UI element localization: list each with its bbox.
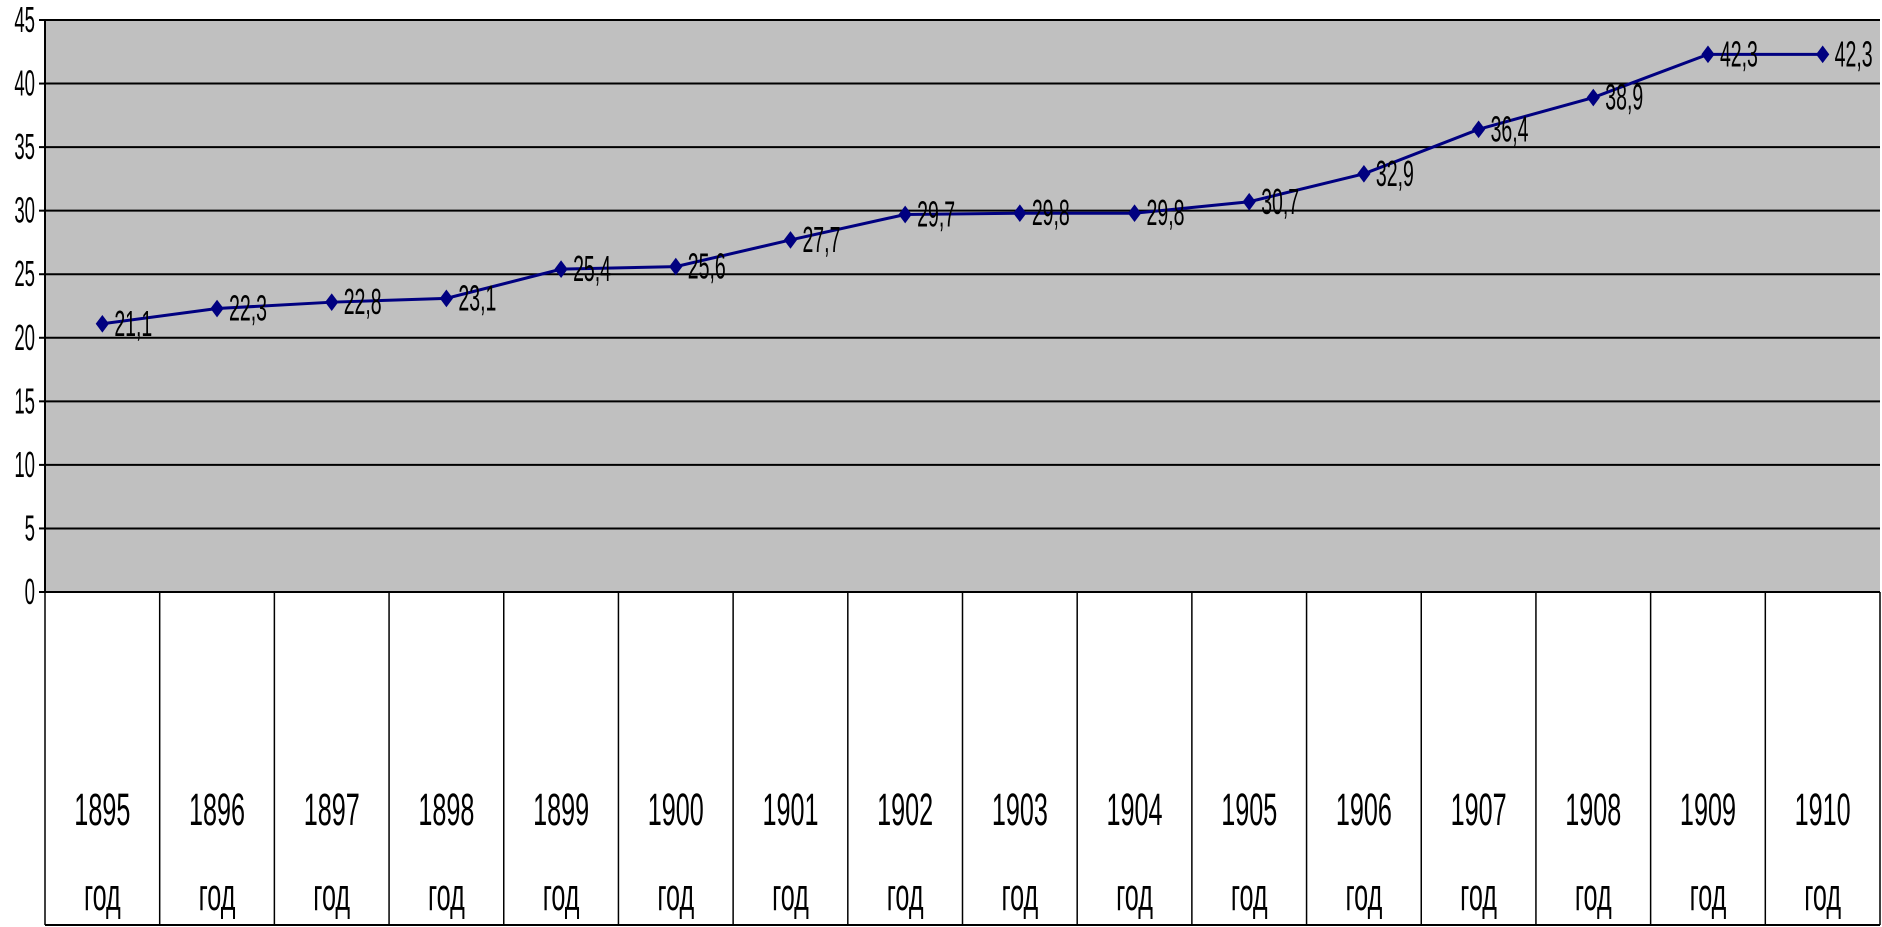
data-point-marker: [95, 314, 109, 333]
category-unit-label: год: [1804, 869, 1841, 920]
data-point-marker: [1127, 204, 1142, 223]
y-tick-label: 30: [14, 191, 35, 231]
data-point-marker: [783, 231, 798, 249]
category-unit-label: год: [1116, 869, 1153, 920]
data-label: 42,3: [1720, 35, 1758, 75]
category-unit-label: год: [1575, 869, 1612, 920]
data-point-marker: [1357, 164, 1371, 183]
y-tick-label: 10: [14, 445, 35, 485]
data-label: 29,7: [917, 195, 955, 235]
data-label: 30,7: [1261, 183, 1299, 223]
series-line: [102, 52, 1823, 326]
data-label: 25,6: [688, 248, 726, 288]
data-label: 23,1: [458, 279, 496, 319]
data-point-marker: [669, 257, 683, 276]
category-unit-label: год: [1231, 869, 1268, 920]
category-year-label: 1907: [1451, 784, 1507, 835]
y-tick-label: 25: [14, 255, 35, 295]
data-point-marker: [554, 260, 568, 278]
data-label: 29,8: [1147, 194, 1185, 234]
y-tick-label: 40: [14, 64, 35, 104]
data-point-marker: [1586, 88, 1600, 107]
data-label: 22,3: [229, 289, 267, 329]
category-unit-label: год: [313, 869, 350, 920]
data-point-marker: [210, 299, 224, 318]
y-tick-label: 35: [14, 128, 35, 168]
data-point-marker: [898, 205, 912, 224]
category-year-label: 1910: [1795, 784, 1851, 835]
gridlines: [45, 19, 1880, 593]
category-year-label: 1898: [418, 784, 474, 835]
category-year-label: 1901: [762, 784, 818, 835]
data-point-marker: [1471, 120, 1486, 139]
category-year-label: 1909: [1680, 784, 1736, 835]
y-tick-label: 5: [25, 509, 35, 549]
y-tick-label: 0: [25, 573, 35, 613]
category-unit-label: год: [1346, 869, 1383, 920]
y-tick-label: 45: [14, 1, 35, 41]
category-year-label: 1896: [189, 784, 245, 835]
data-label: 29,8: [1032, 194, 1070, 234]
category-year-label: 1895: [74, 784, 130, 835]
data-point-marker: [325, 293, 339, 312]
data-label: 36,4: [1491, 110, 1529, 150]
data-label: 32,9: [1376, 155, 1414, 195]
category-unit-label: год: [1460, 869, 1497, 920]
data-label: 21,1: [114, 305, 152, 345]
y-tick-label: 15: [14, 382, 35, 422]
plot-area: [45, 20, 1880, 592]
data-label: 25,4: [573, 250, 611, 290]
category-unit-label: год: [428, 869, 465, 920]
category-unit-label: год: [84, 869, 121, 920]
data-point-marker: [1816, 45, 1830, 64]
category-axis-table: 1895 год 1896 год 1897 год 1898 год 1899 год 1900 г…: [44, 591, 1881, 926]
category-unit-label: год: [657, 869, 694, 920]
category-unit-label: год: [1001, 869, 1038, 920]
category-unit-label: год: [543, 869, 580, 920]
category-unit-label: год: [199, 869, 236, 920]
data-label: 27,7: [802, 221, 840, 261]
category-year-label: 1897: [304, 784, 360, 835]
category-year-label: 1902: [877, 784, 933, 835]
category-year-label: 1900: [648, 784, 704, 835]
data-point-marker: [439, 289, 454, 308]
data-point-marker: [1701, 45, 1715, 64]
category-year-label: 1908: [1565, 784, 1621, 835]
data-point-marker: [1242, 192, 1256, 211]
data-label: 38,9: [1605, 78, 1643, 118]
category-unit-label: год: [887, 869, 924, 920]
y-tick-label: 20: [14, 318, 35, 358]
data-label: 42,3: [1835, 35, 1873, 75]
category-unit-label: год: [1690, 869, 1727, 920]
category-year-label: 1899: [533, 784, 589, 835]
category-unit-label: год: [772, 869, 809, 920]
y-axis: 0 5 10 15 20 25 30 35 40 45: [14, 1, 46, 613]
series-group: 21,1 22,3 22,8 23,1 25,4 25,6 27,7 29,7 29,8 29,8…: [95, 35, 1873, 345]
category-year-label: 1906: [1336, 784, 1392, 835]
category-year-label: 1905: [1221, 784, 1277, 835]
category-year-label: 1904: [1107, 784, 1163, 835]
category-year-label: 1903: [992, 784, 1048, 835]
data-point-marker: [1013, 204, 1027, 223]
data-label: 22,8: [344, 283, 382, 323]
